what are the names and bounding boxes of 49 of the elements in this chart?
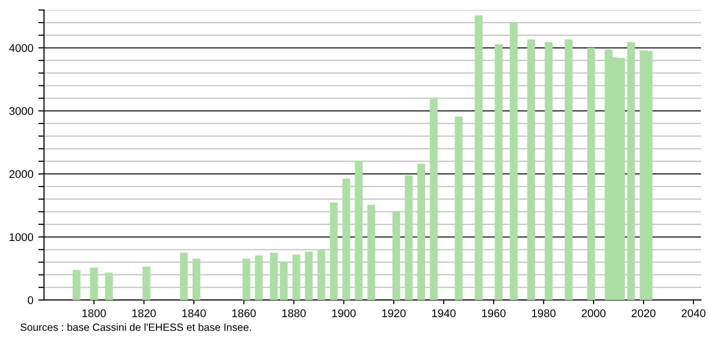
x-tick-label: 1940 [432,309,456,318]
source-note: Sources : base Cassini de l'EHESS et base Insee. [20,323,251,331]
x-tick-label: 1840 [182,309,206,318]
x-tick-label: 1960 [482,309,506,318]
y-tick-label: 4000 [9,44,34,52]
bar [544,42,552,300]
bar [270,252,278,300]
bar [192,258,200,300]
y-tick-label: 3000 [9,107,34,116]
bar [342,178,350,300]
x-tick-label: 2020 [632,309,656,318]
bar [180,252,188,300]
bar [242,258,250,300]
bar [330,202,338,300]
x-tick-label: 1920 [382,309,406,318]
x-tick-label: 1980 [532,309,556,318]
x-tick-label: 2040 [682,309,706,318]
bar [527,40,535,300]
bar [317,250,326,300]
bar [105,272,113,300]
x-tick-label: 1900 [332,309,356,318]
x-tick-label: 2000 [582,309,606,318]
x-tick-label: 1820 [132,309,156,318]
bar [304,252,313,300]
x-tick-label: 1860 [232,309,256,318]
bar [72,270,80,300]
bar [254,256,263,300]
bar [430,98,438,300]
bar [392,212,400,300]
bar [292,254,300,300]
bar [280,262,288,300]
bar [417,164,426,300]
bar [404,175,413,300]
bar [627,42,635,300]
bar [494,44,503,300]
bar [510,22,518,300]
x-tick-label: 1800 [82,309,106,318]
bar [474,15,483,300]
y-tick-label: 1000 [10,233,34,242]
bar [564,40,572,300]
bar [354,160,363,300]
x-tick-label: 1880 [282,309,306,318]
bar [587,48,595,300]
y-tick-label: 2000 [9,170,34,178]
bar [454,116,463,300]
y-tick-label: 0 [28,296,34,304]
bar [142,266,150,300]
bar [90,268,98,300]
bar [367,204,376,300]
